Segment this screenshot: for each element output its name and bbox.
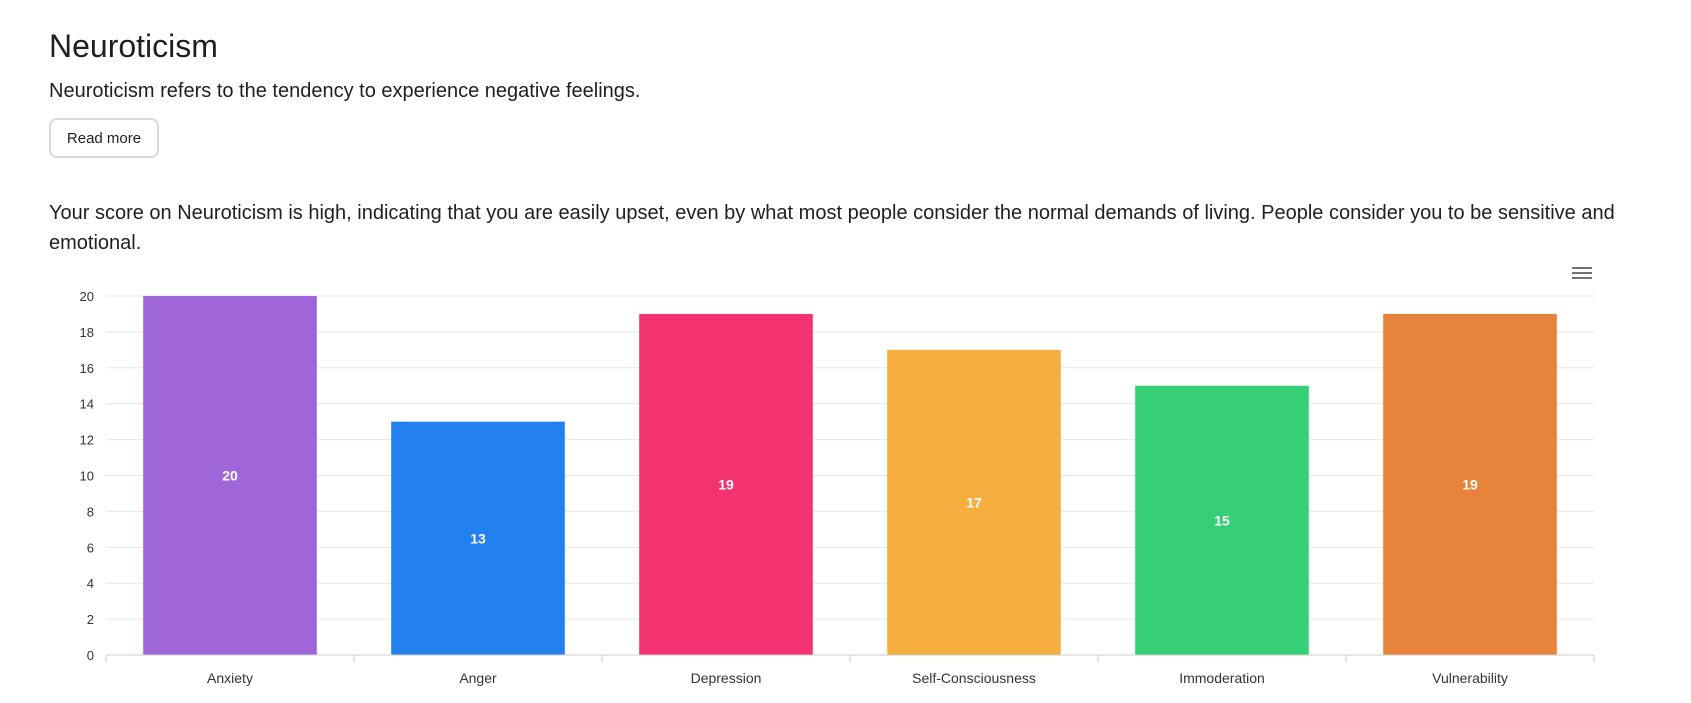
bar-vulnerability[interactable] xyxy=(1383,313,1557,655)
y-tick-label: 16 xyxy=(80,361,94,376)
read-more-button[interactable]: Read more xyxy=(49,118,159,158)
data-label: 19 xyxy=(1462,476,1478,492)
y-tick-label: 12 xyxy=(80,433,94,448)
y-tick-label: 18 xyxy=(80,325,94,340)
x-category-label: Immoderation xyxy=(1179,670,1265,686)
chart-gridlines xyxy=(106,295,1594,656)
y-tick-label: 6 xyxy=(87,540,94,555)
bar-anger[interactable] xyxy=(391,421,565,655)
bar-depression[interactable] xyxy=(639,313,813,655)
y-tick-label: 4 xyxy=(87,576,94,591)
x-category-label: Depression xyxy=(691,670,762,686)
data-label: 19 xyxy=(718,476,734,492)
data-label: 17 xyxy=(966,494,982,510)
data-label: 13 xyxy=(470,530,486,546)
bar-self-consciousness[interactable] xyxy=(887,349,1061,655)
y-tick-label: 8 xyxy=(87,504,94,519)
bar-immoderation[interactable] xyxy=(1135,385,1309,655)
x-category-label: Self-Consciousness xyxy=(912,670,1036,686)
x-category-label: Anger xyxy=(459,670,497,686)
chart-data-labels: 20 13 19 17 15 19 xyxy=(222,468,1478,547)
page-title: Neuroticism xyxy=(49,28,218,64)
data-label: 15 xyxy=(1214,512,1230,528)
y-tick-label: 10 xyxy=(80,469,94,484)
trait-description: Neuroticism refers to the tendency to ex… xyxy=(49,80,641,102)
y-tick-label: 20 xyxy=(80,289,94,304)
bar-anxiety[interactable] xyxy=(143,296,317,655)
x-category-label: Anxiety xyxy=(207,670,253,686)
chart-x-axis: Anxiety Anger Depression Self-Consciousness… xyxy=(105,654,1595,686)
hamburger-menu-icon[interactable] xyxy=(1570,262,1594,284)
score-description: Your score on Neuroticism is high, indic… xyxy=(49,202,1615,254)
data-label: 20 xyxy=(222,468,238,484)
chart-bars xyxy=(143,296,1557,655)
chart-y-axis: 0 2 4 6 8 10 12 14 16 18 20 xyxy=(80,289,94,663)
y-tick-label: 14 xyxy=(80,397,94,412)
x-category-label: Vulnerability xyxy=(1432,670,1508,686)
y-tick-label: 0 xyxy=(87,648,94,663)
y-tick-label: 2 xyxy=(87,612,94,627)
